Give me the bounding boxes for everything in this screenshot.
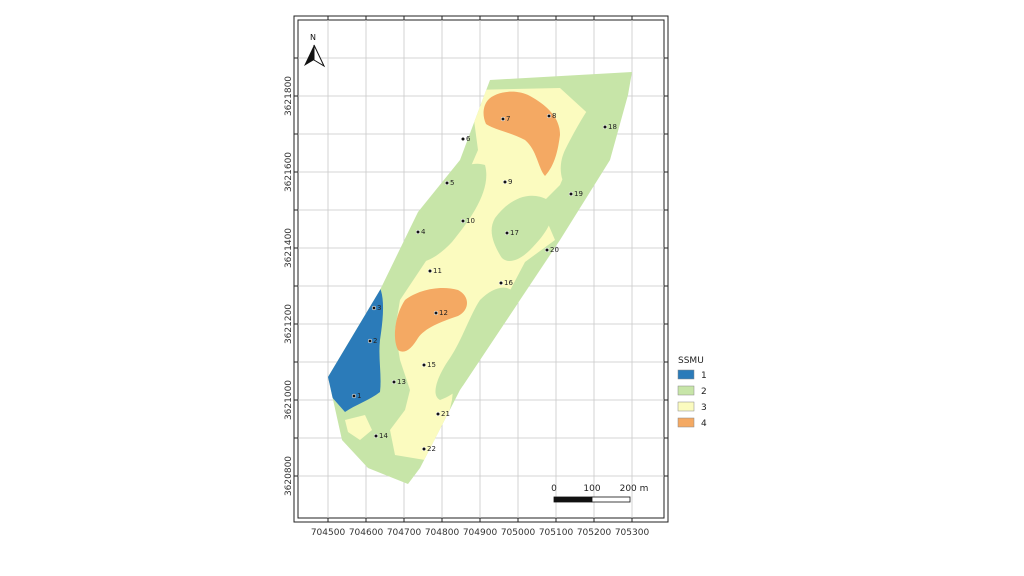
sample-point-marker: [602, 124, 608, 130]
legend-label: 3: [701, 403, 707, 413]
legend-label: 1: [701, 371, 707, 381]
zone-3-patch-e: [345, 415, 372, 440]
sample-point-label: 9: [508, 178, 512, 186]
y-tick-label: 3621200: [284, 304, 294, 344]
sample-point-label: 8: [552, 112, 556, 120]
sample-point-label: 12: [439, 309, 448, 317]
sample-point-marker: [421, 362, 427, 368]
sample-point-marker: [544, 247, 550, 253]
sample-point-label: 15: [427, 361, 436, 369]
y-tick-label: 3620800: [284, 456, 294, 496]
scale-bar: 0 100 200 m: [551, 484, 649, 503]
legend: SSMU 1 2 3 4: [677, 356, 707, 429]
x-tick-label: 704800: [425, 528, 460, 538]
legend-label: 2: [701, 387, 707, 397]
sample-point-marker: [460, 136, 466, 142]
zone-2-patch-b: [491, 195, 553, 262]
x-tick-label: 705200: [577, 528, 612, 538]
sample-point-marker: [498, 280, 504, 286]
y-tick-labels: 3620800 3621000 3621200 3621400 3621600 36218…: [284, 76, 294, 496]
x-tick-labels: 704500 704600 704700 704800 704900 705000 7051…: [311, 528, 650, 538]
x-tick-label: 704500: [311, 528, 346, 538]
sample-point-label: 20: [550, 246, 559, 254]
sample-point-marker: [367, 338, 373, 344]
zone-4-south: [394, 288, 467, 352]
zone-2-patch-d: [560, 80, 620, 192]
sample-point-label: 7: [506, 115, 510, 123]
sample-point-marker: [371, 305, 377, 311]
sample-point-label: 22: [427, 445, 436, 453]
sample-point-label: 13: [397, 378, 406, 386]
sample-point-label: 19: [574, 190, 583, 198]
sample-point-marker: [391, 379, 397, 385]
sample-point-label: 4: [421, 228, 426, 236]
sample-point-label: 1: [357, 392, 361, 400]
sample-point-marker: [546, 113, 552, 119]
scale-label-200: 200 m: [620, 484, 649, 494]
legend-swatch: [677, 369, 695, 380]
sample-point-marker: [373, 433, 379, 439]
sample-point-marker: [502, 179, 508, 185]
sample-point-label: 3: [377, 304, 381, 312]
scale-label-100: 100: [583, 484, 600, 494]
legend-swatch: [677, 417, 695, 428]
sample-point-label: 17: [510, 229, 519, 237]
frame-ticks: [294, 16, 668, 522]
sample-point-marker: [500, 116, 506, 122]
sample-point-label: 2: [373, 337, 377, 345]
sample-point-label: 10: [466, 217, 475, 225]
y-tick-label: 3621800: [284, 76, 294, 116]
legend-swatch: [677, 401, 695, 412]
legend-swatch: [677, 385, 695, 396]
sample-point-marker: [568, 191, 574, 197]
sample-point-marker: [433, 310, 439, 316]
x-tick-label: 704600: [349, 528, 384, 538]
sample-point-label: 18: [608, 123, 617, 131]
sample-point-label: 5: [450, 179, 454, 187]
north-arrow-icon: N: [304, 33, 326, 68]
zone-3-area: [390, 88, 595, 460]
zone-2-patch-a: [411, 163, 487, 263]
sample-point-marker: [460, 218, 466, 224]
sample-point-marker: [415, 229, 421, 235]
y-tick-label: 3621400: [284, 228, 294, 268]
sample-point-label: 14: [379, 432, 388, 440]
scale-label-0: 0: [551, 484, 557, 494]
x-tick-label: 705300: [615, 528, 650, 538]
zone-4-north: [483, 91, 560, 176]
sample-point-label: 16: [504, 279, 513, 287]
legend-label: 4: [701, 419, 707, 429]
y-tick-label: 3621000: [284, 380, 294, 420]
legend-title: SSMU: [678, 356, 704, 366]
sample-point-marker: [435, 411, 441, 417]
sample-point-label: 21: [441, 410, 450, 418]
sample-point-marker: [504, 230, 510, 236]
x-tick-label: 704900: [463, 528, 498, 538]
x-tick-label: 705100: [539, 528, 574, 538]
north-label: N: [310, 33, 316, 42]
zone-1-area: [328, 288, 383, 412]
y-tick-label: 3621600: [284, 152, 294, 192]
sample-point-marker: [427, 268, 433, 274]
sample-point-marker: [421, 446, 427, 452]
x-tick-label: 704700: [387, 528, 422, 538]
sample-point-label: 6: [466, 135, 471, 143]
zone-2-patch-c: [435, 287, 519, 400]
sample-point-marker: [444, 180, 450, 186]
sample-point-marker: [351, 393, 357, 399]
x-tick-label: 705000: [501, 528, 536, 538]
sample-point-label: 11: [433, 267, 442, 275]
